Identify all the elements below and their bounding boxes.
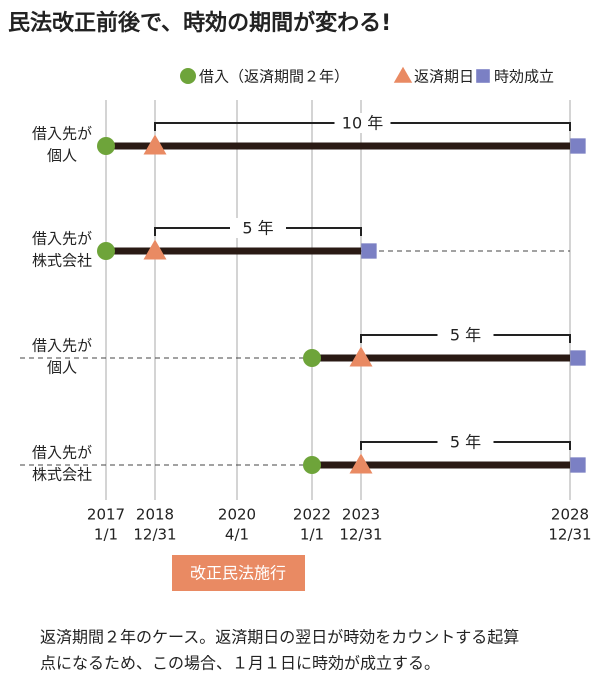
tick-date: 12/31 bbox=[133, 526, 176, 544]
due-marker bbox=[349, 346, 373, 367]
row-label: 借入先が bbox=[32, 337, 92, 355]
tick-date: 4/1 bbox=[225, 526, 249, 544]
row-label: 株式会社 bbox=[32, 252, 92, 270]
caption: 返済期間２年のケース。返済期日の翌日が時効をカウントする起算 bbox=[40, 628, 519, 647]
span-label: 10 年 bbox=[342, 114, 383, 133]
loan-marker bbox=[97, 242, 115, 260]
due-marker bbox=[143, 134, 167, 155]
loan-marker bbox=[97, 137, 115, 155]
row-label: 借入先が bbox=[32, 125, 92, 143]
caption: 点になるため、この場合、１月１日に時効が成立する。 bbox=[40, 654, 440, 673]
span-label: 5 年 bbox=[450, 326, 481, 345]
due-marker bbox=[349, 453, 373, 474]
expiry-marker bbox=[570, 350, 586, 366]
tick-year: 2023 bbox=[342, 506, 380, 524]
expiry-marker bbox=[570, 457, 586, 473]
row-label: 個人 bbox=[47, 359, 77, 377]
row-label: 個人 bbox=[47, 147, 77, 165]
law-marker: 改正民法施行 bbox=[190, 564, 286, 583]
loan-marker bbox=[303, 349, 321, 367]
title: 民法改正前後で、時効の期間が変わる! bbox=[8, 10, 391, 36]
legend-marker bbox=[180, 68, 196, 84]
loan-marker bbox=[303, 456, 321, 474]
due-marker bbox=[143, 239, 167, 260]
tick-date: 12/31 bbox=[339, 526, 382, 544]
tick-date: 12/31 bbox=[548, 526, 591, 544]
legend-marker bbox=[476, 69, 490, 83]
span-label-bg bbox=[437, 325, 494, 345]
expiry-marker bbox=[570, 138, 586, 154]
tick-date: 1/1 bbox=[94, 526, 118, 544]
tick-year: 2017 bbox=[87, 506, 125, 524]
legend-label: 借入（返済期間２年） bbox=[199, 68, 349, 86]
row-label: 借入先が bbox=[32, 230, 92, 248]
legend-label: 時効成立 bbox=[494, 68, 554, 86]
legend-marker bbox=[393, 66, 413, 83]
span-label-bg bbox=[334, 113, 391, 133]
span-label: 5 年 bbox=[242, 219, 273, 238]
span-label-bg bbox=[230, 218, 286, 238]
tick-date: 1/1 bbox=[300, 526, 324, 544]
span-label-bg bbox=[437, 432, 494, 452]
tick-year: 2018 bbox=[136, 506, 174, 524]
tick-year: 2022 bbox=[293, 506, 331, 524]
legend-label: 返済期日 bbox=[414, 68, 474, 86]
span-label: 5 年 bbox=[450, 433, 481, 452]
expiry-marker bbox=[361, 243, 377, 259]
row-label: 株式会社 bbox=[32, 466, 92, 484]
law-marker-box bbox=[172, 555, 305, 591]
tick-year: 2028 bbox=[551, 506, 589, 524]
row-label: 借入先が bbox=[32, 444, 92, 462]
tick-year: 2020 bbox=[218, 506, 256, 524]
